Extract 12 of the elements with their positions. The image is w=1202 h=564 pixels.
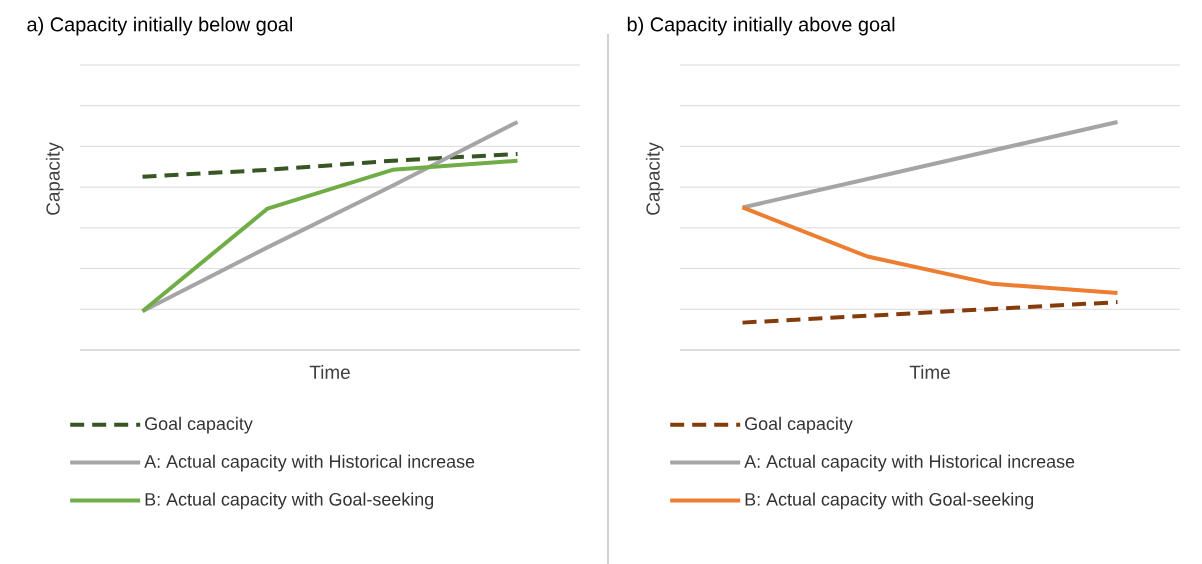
chart-title: a) Capacity initially below goal <box>27 16 293 36</box>
chart-title: b) Capacity initially above goal <box>627 16 895 36</box>
legend-label: Goal capacity <box>145 416 253 434</box>
x-axis-title: Time <box>309 365 350 379</box>
y-axis-title: Capacity <box>645 142 664 215</box>
y-axis-title: Capacity <box>45 142 64 215</box>
legend-label: B: Actual capacity with Goal-seeking <box>745 492 1034 510</box>
legend-label: Goal capacity <box>745 416 853 434</box>
x-axis-title: Time <box>909 365 950 379</box>
legend-label: B: Actual capacity with Goal-seeking <box>145 492 434 510</box>
legend-label: A: Actual capacity with Historical increase <box>744 454 1075 472</box>
legend-label: A: Actual capacity with Historical increase <box>144 454 475 472</box>
